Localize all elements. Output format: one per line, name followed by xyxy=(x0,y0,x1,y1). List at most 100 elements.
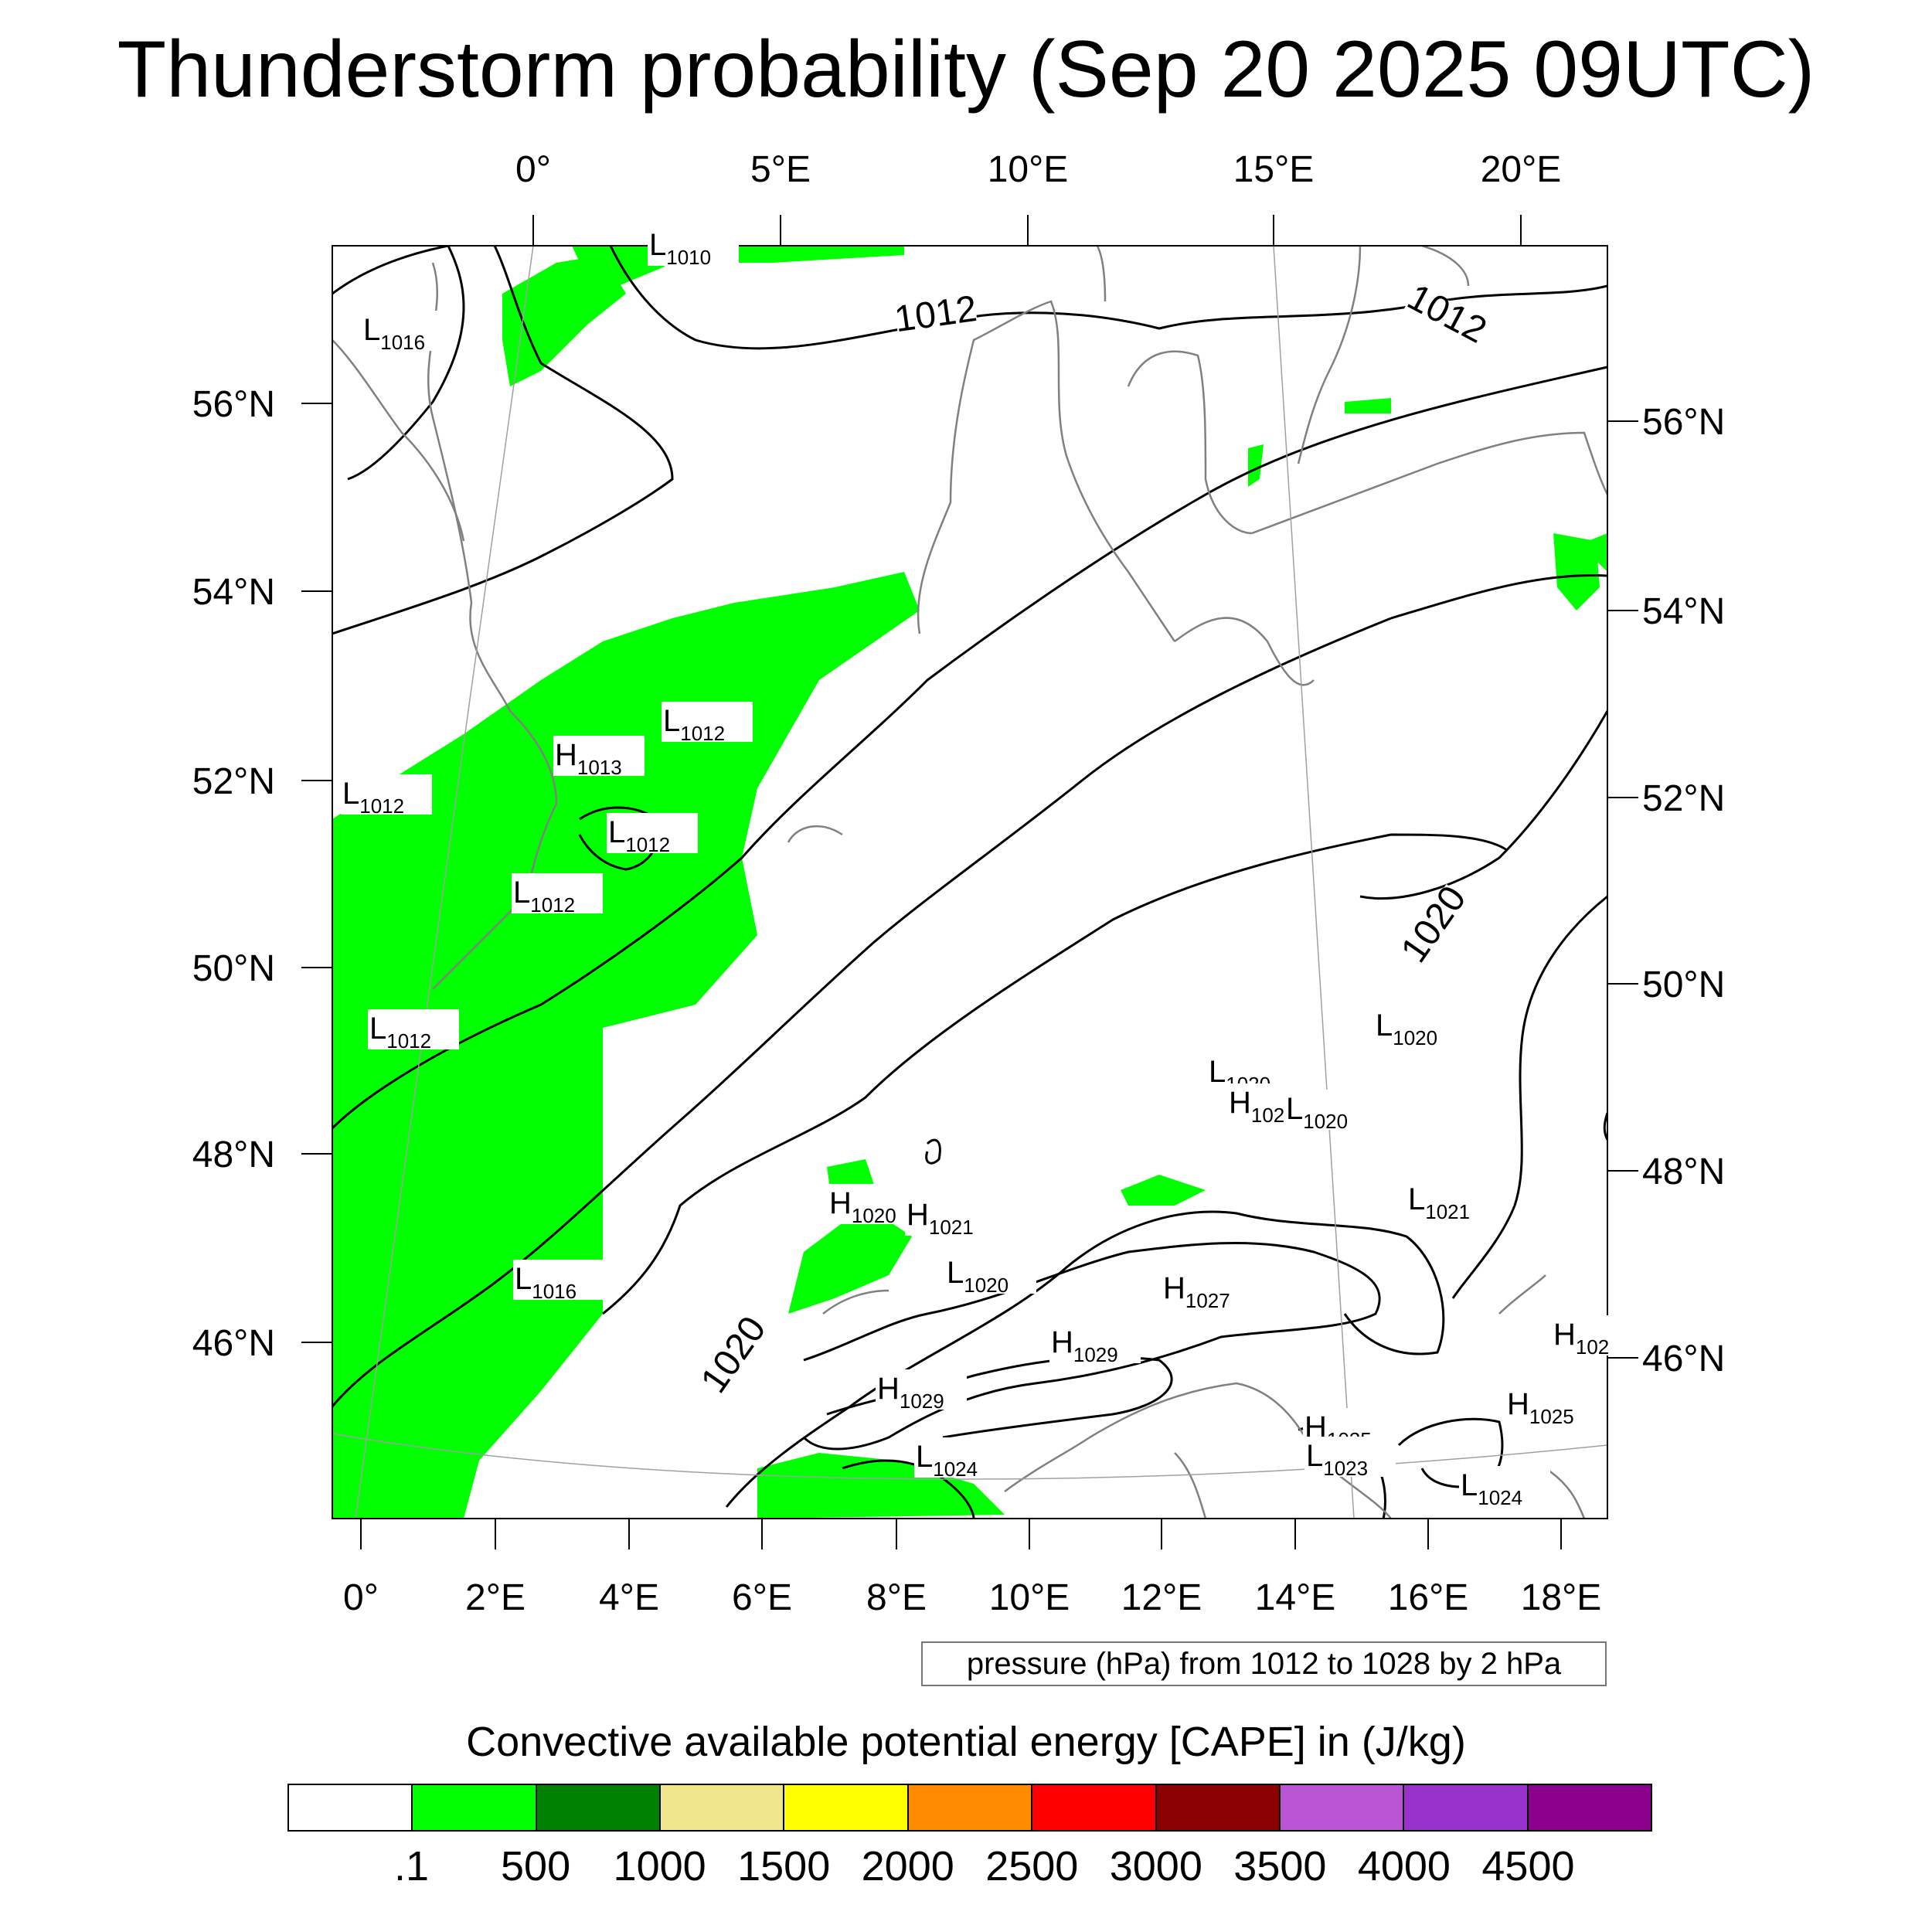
high-pressure-label: H1027 xyxy=(1162,1269,1253,1312)
cape-area-bavaria xyxy=(1121,1175,1206,1206)
lon-label-bottom: 4°E xyxy=(599,1577,659,1618)
coastline xyxy=(1421,246,1470,287)
isobar-line xyxy=(1359,710,1607,900)
cape-area-north-sea xyxy=(502,255,626,386)
lat-label-right: 48°N xyxy=(1642,1151,1725,1192)
lon-label-bottom: 6°E xyxy=(732,1577,792,1618)
lon-label-top: 15°E xyxy=(1233,149,1315,190)
low-pressure-label: L1021 xyxy=(1406,1180,1498,1223)
svg-text:1020: 1020 xyxy=(693,1309,774,1400)
colorbar-labels: .1 500 1000 1500 2000 2500 3000 3500 4000 4500 xyxy=(0,1839,1932,1901)
svg-text:L1012: L1012 xyxy=(342,777,404,818)
svg-text:L1016: L1016 xyxy=(515,1262,577,1303)
svg-text:L1012: L1012 xyxy=(608,815,670,856)
low-pressure-label: L1012 xyxy=(662,702,753,745)
cape-area-alps-west xyxy=(788,1206,912,1314)
colorbar-swatch xyxy=(1156,1785,1281,1830)
cape-area-north-strip xyxy=(572,246,665,286)
coastline xyxy=(917,300,1176,642)
low-pressure-label: L1020 xyxy=(1284,1090,1376,1133)
svg-text:L1012: L1012 xyxy=(369,1012,431,1053)
svg-text:L1020: L1020 xyxy=(947,1256,1009,1297)
isobar-line xyxy=(602,833,1508,1315)
pressure-info-box: pressure (hPa) from 1012 to 1028 by 2 hP… xyxy=(921,1641,1607,1686)
lon-label-top: 0° xyxy=(515,149,551,190)
isobar-line xyxy=(332,246,674,635)
low-pressure-label: L1012 xyxy=(512,873,603,917)
lat-label-right: 56°N xyxy=(1642,402,1725,443)
svg-text:H1029: H1029 xyxy=(1051,1325,1118,1366)
svg-text:1012: 1012 xyxy=(1401,277,1493,352)
svg-text:L1023: L1023 xyxy=(1306,1439,1368,1480)
colorbar-tick-label: 1000 xyxy=(613,1843,706,1889)
meridian-15e xyxy=(1273,246,1355,1519)
coastline xyxy=(1545,1467,1586,1519)
coastline xyxy=(1096,246,1107,302)
isobar-line xyxy=(925,1138,941,1165)
cape-shading xyxy=(332,246,1607,1519)
cape-area-sweden xyxy=(1345,398,1391,413)
svg-text:H1029: H1029 xyxy=(877,1372,944,1413)
contour-label: 1012 xyxy=(1401,277,1493,352)
axis-ticks xyxy=(301,215,1638,1549)
svg-text:1020: 1020 xyxy=(1393,879,1475,970)
isobar-line xyxy=(347,246,465,481)
isobar-line xyxy=(1451,895,1607,1299)
svg-text:L1021: L1021 xyxy=(1408,1182,1470,1223)
colorbar-tick-label: 3500 xyxy=(1233,1843,1327,1889)
coastline xyxy=(1174,617,1315,686)
high-pressure-label: H1025 xyxy=(1505,1385,1597,1428)
high-pressure-label: H102 xyxy=(1552,1315,1643,1359)
svg-text:H1013: H1013 xyxy=(555,738,622,779)
svg-text:1012: 1012 xyxy=(892,288,979,340)
isobar-line xyxy=(1603,1112,1607,1141)
colorbar-swatch xyxy=(661,1785,785,1830)
lat-label-right: 46°N xyxy=(1642,1338,1725,1379)
axis-labels: 0° 5°E 10°E 15°E 20°E 0° 2°E 4°E 6°E 8°E 10°E 12°E 1… xyxy=(192,149,1726,1618)
colorbar-tick-label: 4500 xyxy=(1481,1843,1575,1889)
isobar-line xyxy=(332,246,449,295)
coastlines xyxy=(332,246,1607,1519)
low-pressure-label: L1012 xyxy=(368,1009,459,1053)
svg-text:H102: H102 xyxy=(1553,1318,1609,1359)
colorbar-swatch xyxy=(413,1785,537,1830)
svg-text:H1025: H1025 xyxy=(1507,1387,1574,1428)
isobar-line xyxy=(1397,1417,1504,1488)
svg-text:L1012: L1012 xyxy=(663,704,725,745)
low-pressure-label: L1020 xyxy=(1374,1006,1465,1049)
figure-title: Thunderstorm probability (Sep 20 2025 09… xyxy=(117,25,1815,114)
colorbar-swatch xyxy=(784,1785,909,1830)
coastline xyxy=(332,339,465,542)
svg-text:H1027: H1027 xyxy=(1163,1271,1230,1312)
lon-label-bottom: 10°E xyxy=(989,1577,1070,1618)
lat-label-left: 48°N xyxy=(192,1134,275,1175)
pressure-centers: L1010 L1016 L1012 H1013 L1012 L1012 L1012 L1012… xyxy=(341,226,1643,1509)
svg-text:H102: H102 xyxy=(1229,1086,1284,1127)
colorbar-tick-label: 2500 xyxy=(985,1843,1079,1889)
svg-text:H1021: H1021 xyxy=(906,1198,974,1239)
lat-label-left: 56°N xyxy=(192,384,275,425)
cape-area-west xyxy=(332,572,920,1519)
lat-label-right: 54°N xyxy=(1642,591,1725,632)
lat-label-left: 50°N xyxy=(192,948,275,989)
coastline xyxy=(1251,431,1607,535)
meridian-0 xyxy=(355,246,534,1519)
lat-label-left: 52°N xyxy=(192,761,275,802)
colorbar-tick-label: .1 xyxy=(394,1843,430,1889)
coastline xyxy=(1297,246,1362,464)
coastline xyxy=(1174,1452,1207,1519)
svg-text:L1012: L1012 xyxy=(513,876,575,917)
lat-label-left: 54°N xyxy=(192,572,275,613)
low-pressure-label: L1024 xyxy=(1459,1466,1550,1509)
coastline xyxy=(1498,1274,1546,1315)
svg-text:L1024: L1024 xyxy=(916,1440,978,1481)
high-pressure-label: H1020 xyxy=(828,1184,919,1227)
high-pressure-label: H1021 xyxy=(905,1196,996,1239)
isobar-line xyxy=(332,573,1607,1407)
lon-label-top: 20°E xyxy=(1481,149,1562,190)
colorbar-swatch xyxy=(289,1785,413,1830)
lat-label-left: 46°N xyxy=(192,1323,275,1364)
colorbar xyxy=(287,1784,1652,1832)
